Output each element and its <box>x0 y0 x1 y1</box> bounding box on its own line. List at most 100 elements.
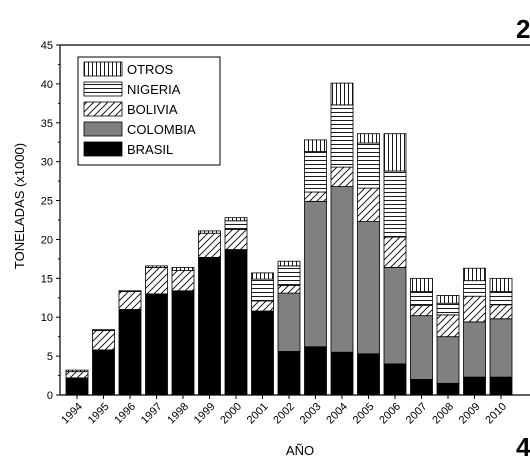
bar-segment-brasil-2001 <box>251 310 274 396</box>
bar-segment-brasil-2008 <box>436 382 460 396</box>
y-tick-label: 45 <box>41 40 53 52</box>
legend-label-colombia: COLOMBIA <box>127 122 196 137</box>
bar-segment-nigeria-2009 <box>463 280 486 297</box>
bar-segment-colombia-2003 <box>304 200 327 348</box>
bar-segment-brasil-1998 <box>171 290 195 396</box>
corner-label-top: 2 <box>516 14 530 44</box>
legend-label-nigeria: NIGERIA <box>127 82 181 97</box>
x-tick-label-2008: 2008 <box>430 401 456 427</box>
bar-segment-bolivia-2003 <box>304 191 327 202</box>
bar-segment-bolivia-2004 <box>330 166 354 187</box>
bar-segment-brasil-1994 <box>65 377 89 396</box>
y-tick-label: 40 <box>41 79 53 91</box>
legend-label-bolivia: BOLIVIA <box>127 102 178 117</box>
bar-segment-colombia-2005 <box>357 221 380 355</box>
bar-segment-brasil-1996 <box>118 309 142 396</box>
bar-segment-brasil-2005 <box>357 353 380 396</box>
corner-label-bottom: 4 <box>516 432 530 460</box>
x-tick-label-2009: 2009 <box>457 401 483 427</box>
bar-segment-otros-2006 <box>383 133 407 172</box>
bar-segment-otros-2010 <box>489 277 513 292</box>
bar-segment-nigeria-2002 <box>277 265 301 286</box>
bar-segment-otros-2007 <box>410 277 433 292</box>
x-axis-title: AÑO <box>286 443 314 458</box>
legend-swatch-colombia <box>83 121 123 137</box>
bar-segment-bolivia-2007 <box>410 305 433 317</box>
bar-segment-bolivia-1998 <box>171 270 195 292</box>
x-tick-label-1999: 1999 <box>192 401 218 427</box>
bar-segment-nigeria-2005 <box>357 142 380 189</box>
y-tick-label: 15 <box>41 273 53 285</box>
legend-swatch-bolivia <box>83 101 123 117</box>
x-tick-label-2001: 2001 <box>245 401 271 427</box>
bar-segment-bolivia-2009 <box>463 295 486 323</box>
bar-segment-bolivia-2001 <box>251 300 274 312</box>
bar-segment-brasil-2009 <box>463 376 486 396</box>
bar-segment-colombia-2002 <box>277 292 301 352</box>
bar-segment-bolivia-2005 <box>357 187 380 222</box>
y-axis-title: TONELADAS (x1000) <box>12 143 27 269</box>
x-tick-label-1995: 1995 <box>86 401 112 427</box>
x-tick-label-2000: 2000 <box>218 401 244 427</box>
bar-segment-brasil-2003 <box>304 346 327 396</box>
bar-segment-otros-1994 <box>65 369 89 373</box>
bar-segment-colombia-2009 <box>463 321 486 378</box>
y-tick-label: 0 <box>47 390 53 402</box>
bar-segment-colombia-2008 <box>436 336 460 384</box>
bar-segment-otros-2003 <box>304 139 327 152</box>
y-tick-label: 25 <box>41 196 53 208</box>
bar-segment-bolivia-1997 <box>145 267 168 295</box>
bar-segment-nigeria-2006 <box>383 170 407 238</box>
bar-segment-brasil-1995 <box>92 349 115 396</box>
bar-segment-colombia-2010 <box>489 318 513 378</box>
bar-segment-otros-1995 <box>92 329 115 331</box>
bar-segment-otros-2002 <box>277 260 301 267</box>
bars-layer <box>65 82 513 396</box>
bar-segment-otros-2009 <box>463 267 486 282</box>
bar-segment-nigeria-2001 <box>251 278 274 302</box>
x-tick-label-2006: 2006 <box>377 401 403 427</box>
y-tick-label: 20 <box>41 234 53 246</box>
bar-segment-brasil-2010 <box>489 376 513 396</box>
bar-segment-brasil-2006 <box>383 363 407 396</box>
y-tick-label: 10 <box>41 312 53 324</box>
bar-segment-nigeria-2008 <box>436 302 460 316</box>
y-tick-label: 5 <box>47 351 53 363</box>
legend-swatch-otros <box>83 61 123 77</box>
bar-segment-brasil-2007 <box>410 379 433 396</box>
bar-segment-bolivia-2008 <box>436 314 460 338</box>
bar-segment-bolivia-1994 <box>65 371 89 379</box>
x-tick-label-1994: 1994 <box>59 401 85 427</box>
x-tick-label-2004: 2004 <box>324 401 350 427</box>
bar-segment-bolivia-1999 <box>198 232 221 258</box>
y-tick-label: 35 <box>41 118 53 130</box>
x-tick-label-2003: 2003 <box>298 401 324 427</box>
bar-segment-nigeria-2010 <box>489 291 513 306</box>
bar-segment-brasil-2004 <box>330 351 354 396</box>
bar-segment-bolivia-2000 <box>224 228 248 250</box>
legend-swatch-brasil <box>83 141 123 157</box>
bar-segment-bolivia-1996 <box>118 291 142 310</box>
bar-segment-bolivia-2006 <box>383 236 407 268</box>
bar-segment-otros-1996 <box>118 290 142 292</box>
bar-segment-otros-2005 <box>357 133 380 144</box>
x-tick-label-1996: 1996 <box>112 401 138 427</box>
bar-segment-bolivia-2002 <box>277 284 301 294</box>
bar-segment-otros-1999 <box>198 230 221 234</box>
bar-segment-brasil-1999 <box>198 256 221 396</box>
bar-segment-nigeria-2007 <box>410 291 433 306</box>
bar-segment-otros-1998 <box>171 267 195 271</box>
bar-segment-bolivia-1995 <box>92 330 115 351</box>
bar-segment-nigeria-2004 <box>330 104 354 168</box>
bar-segment-nigeria-2003 <box>304 151 327 193</box>
x-tick-label-1998: 1998 <box>165 401 191 427</box>
bar-segment-bolivia-2010 <box>489 304 513 320</box>
bar-segment-otros-2000 <box>224 217 248 222</box>
bar-segment-otros-2004 <box>330 82 354 106</box>
legend-swatch-nigeria <box>83 81 123 97</box>
bar-segment-otros-2001 <box>251 272 274 280</box>
legend: OTROS NIGERIA BOLIVIA COLOMBIA BRASIL <box>77 56 221 166</box>
x-tick-label-2005: 2005 <box>351 401 377 427</box>
bar-segment-brasil-1997 <box>145 293 168 396</box>
